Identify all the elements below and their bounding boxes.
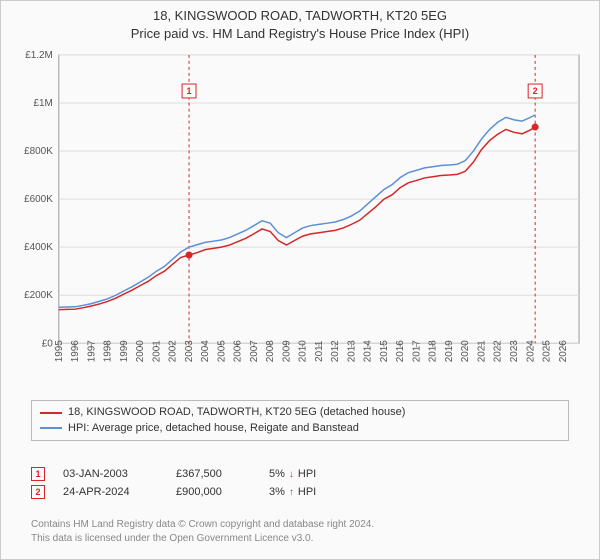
footer-attribution: Contains HM Land Registry data © Crown c… (31, 518, 569, 545)
x-tick-label: 2022 (493, 340, 504, 363)
x-tick-label: 2000 (135, 340, 146, 363)
x-tick-label: 2011 (314, 340, 325, 362)
x-tick-label: 1995 (54, 340, 65, 363)
y-tick-label: £0 (42, 338, 54, 349)
x-tick-label: 2026 (558, 340, 569, 363)
legend-label: 18, KINGSWOOD ROAD, TADWORTH, KT20 5EG (… (68, 405, 405, 420)
title-address: 18, KINGSWOOD ROAD, TADWORTH, KT20 5EG (1, 7, 599, 25)
arrow-down-icon: ↓ (289, 469, 294, 480)
x-tick-label: 2012 (330, 340, 341, 363)
sale-row: 2 24-APR-2024 £900,000 3% ↑ HPI (31, 485, 569, 499)
x-tick-label: 2013 (346, 340, 357, 363)
sale-price: £367,500 (176, 468, 251, 480)
y-tick-label: £1M (33, 98, 52, 109)
x-tick-label: 2004 (200, 340, 211, 363)
legend: 18, KINGSWOOD ROAD, TADWORTH, KT20 5EG (… (31, 400, 569, 441)
y-tick-label: £1.2M (25, 50, 53, 61)
x-tick-label: 2007 (249, 340, 260, 363)
legend-item: HPI: Average price, detached house, Reig… (40, 421, 560, 436)
x-tick-label: 2020 (460, 340, 471, 363)
sale-dot (532, 124, 539, 131)
sale-marker-number: 1 (187, 86, 192, 96)
x-tick-label: 2025 (542, 340, 553, 363)
x-tick-label: 2001 (151, 340, 162, 363)
x-tick-label: 2009 (281, 340, 292, 363)
price-chart-card: 18, KINGSWOOD ROAD, TADWORTH, KT20 5EG P… (0, 0, 600, 560)
sale-dot (186, 252, 193, 259)
x-tick-label: 2015 (379, 340, 390, 363)
sale-date: 24-APR-2024 (63, 486, 158, 498)
y-tick-label: £600K (24, 194, 53, 205)
x-tick-label: 2018 (428, 340, 439, 363)
x-tick-label: 1998 (103, 340, 114, 363)
title-block: 18, KINGSWOOD ROAD, TADWORTH, KT20 5EG P… (1, 1, 599, 42)
x-tick-label: 2017 (411, 340, 422, 363)
x-tick-label: 1999 (119, 340, 130, 363)
series-property (59, 127, 535, 310)
sale-row: 1 03-JAN-2003 £367,500 5% ↓ HPI (31, 467, 569, 481)
sale-diff-pct: 5% (269, 468, 285, 480)
sale-diff-pct: 3% (269, 486, 285, 498)
x-tick-label: 2023 (509, 340, 520, 363)
sale-marker: 1 (31, 467, 45, 481)
y-tick-label: £400K (24, 242, 53, 253)
x-tick-label: 1996 (70, 340, 81, 363)
x-tick-label: 2010 (298, 340, 309, 363)
legend-label: HPI: Average price, detached house, Reig… (68, 421, 359, 436)
x-tick-label: 2006 (233, 340, 244, 363)
sale-diff: 5% ↓ HPI (269, 468, 364, 480)
y-tick-label: £200K (24, 290, 53, 301)
x-tick-label: 2024 (525, 340, 536, 363)
sale-marker: 2 (31, 485, 45, 499)
x-tick-label: 2008 (265, 340, 276, 363)
footer-line-2: This data is licensed under the Open Gov… (31, 532, 569, 546)
y-tick-label: £800K (24, 146, 53, 157)
arrow-up-icon: ↑ (289, 487, 294, 498)
line-chart: £0 £200K £400K £600K £800K £1M £1.2M 1995 1996 19… (9, 45, 591, 394)
x-tick-label: 2021 (476, 340, 487, 363)
x-tick-label: 2014 (363, 340, 374, 363)
sale-diff: 3% ↑ HPI (269, 486, 364, 498)
x-tick-label: 2019 (444, 340, 455, 363)
sale-diff-ref: HPI (298, 468, 316, 480)
sale-marker-number: 2 (533, 86, 538, 96)
title-subtitle: Price paid vs. HM Land Registry's House … (1, 25, 599, 43)
sale-price: £900,000 (176, 486, 251, 498)
x-tick-label: 2002 (168, 340, 179, 363)
sales-table: 1 03-JAN-2003 £367,500 5% ↓ HPI 2 24-APR-2024 £9… (31, 463, 569, 503)
series-hpi (59, 115, 535, 307)
x-tick-label: 2005 (216, 340, 227, 363)
sale-date: 03-JAN-2003 (63, 468, 158, 480)
sale-diff-ref: HPI (298, 486, 316, 498)
chart-area: £0 £200K £400K £600K £800K £1M £1.2M 1995 1996 19… (9, 45, 591, 394)
x-tick-label: 1997 (86, 340, 97, 363)
legend-swatch (40, 412, 62, 414)
footer-line-1: Contains HM Land Registry data © Crown c… (31, 518, 569, 532)
x-tick-label: 2016 (395, 340, 406, 363)
legend-item: 18, KINGSWOOD ROAD, TADWORTH, KT20 5EG (… (40, 405, 560, 420)
legend-swatch (40, 427, 62, 429)
